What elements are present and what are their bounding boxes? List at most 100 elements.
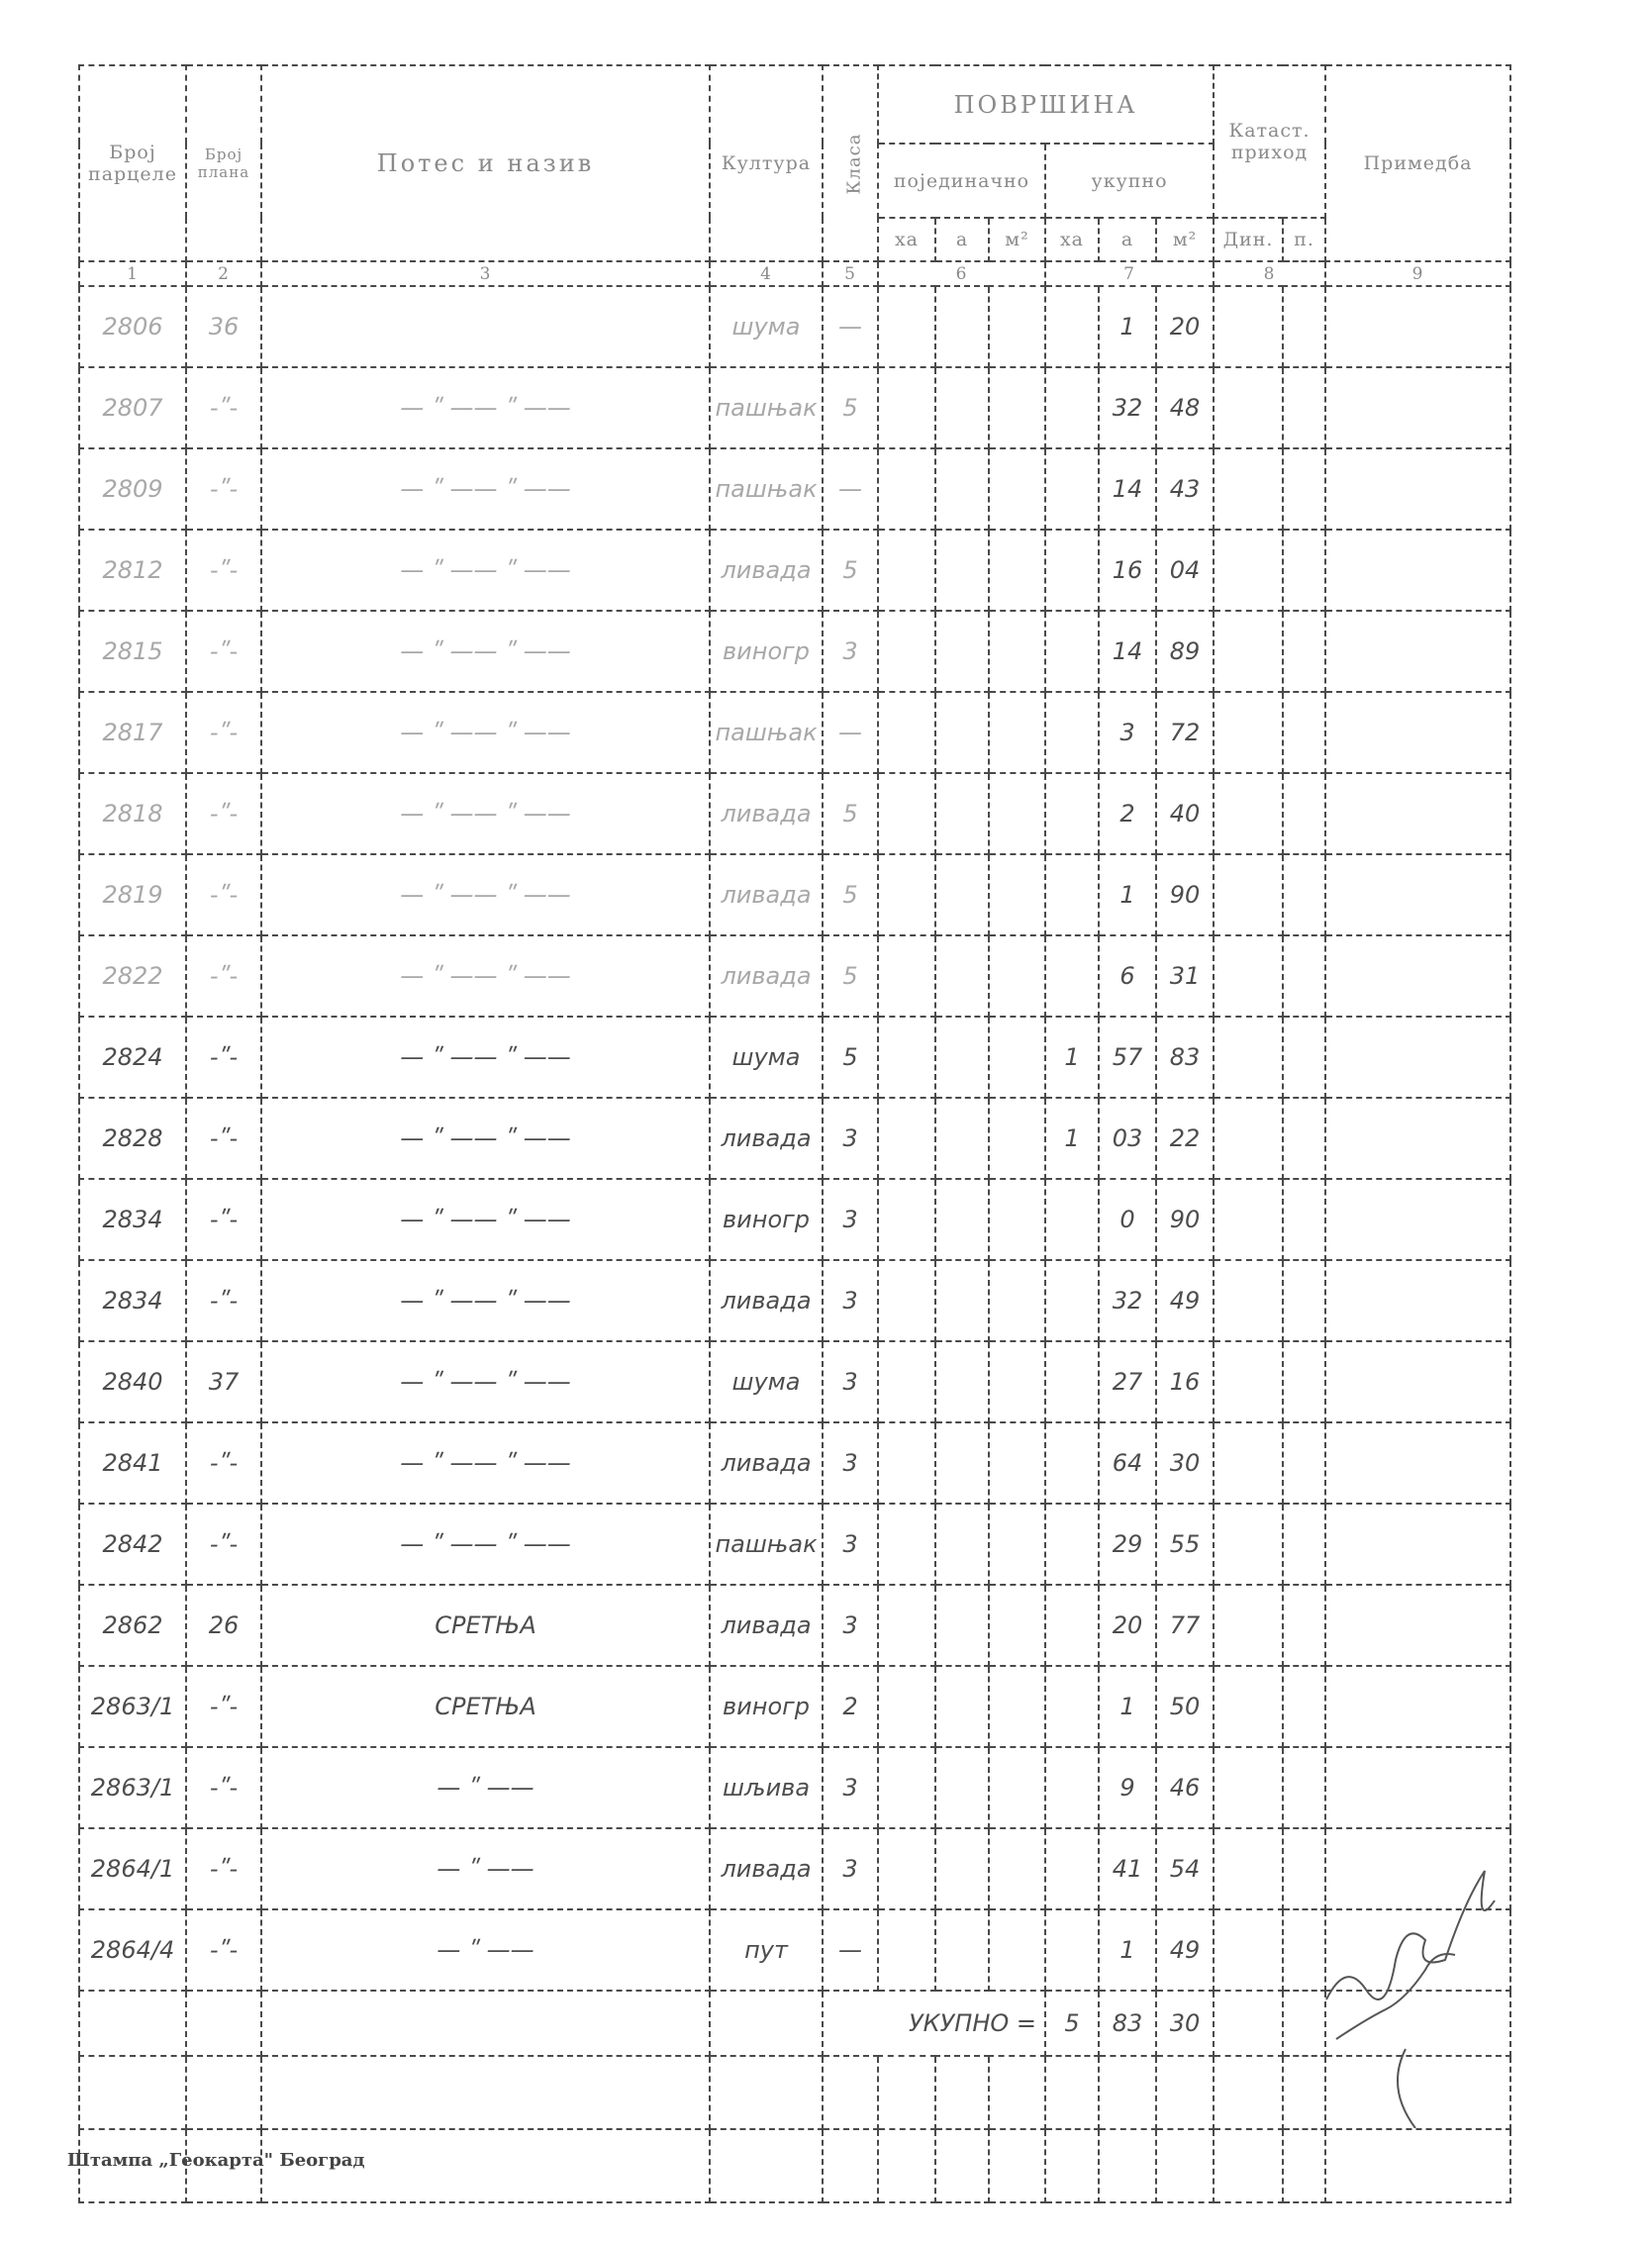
total-m2-cell: 50 <box>1154 1665 1215 1748</box>
income-p-cell <box>1282 691 1327 774</box>
empty-cell <box>1324 1990 1512 2057</box>
income-p-cell <box>1282 1746 1327 1829</box>
total-m2-cell: 31 <box>1154 934 1215 1018</box>
note-cell <box>1324 1340 1512 1423</box>
total-m2-cell: 04 <box>1154 529 1215 612</box>
locality-cell: СРЕТЊА <box>260 1584 711 1667</box>
class-cell: — <box>822 447 879 531</box>
income-p-cell <box>1282 1827 1327 1910</box>
income-p-cell <box>1282 1016 1327 1099</box>
empty-cell <box>1324 2128 1512 2203</box>
income-din-cell <box>1213 1665 1285 1748</box>
empty-cell <box>709 2055 824 2130</box>
locality-cell <box>260 285 711 368</box>
header-tot-a: а <box>1098 217 1157 262</box>
class-cell: — <box>822 691 879 774</box>
total-ha-cell: 1 <box>1044 1016 1100 1099</box>
header-individual: појединачно <box>877 143 1046 219</box>
total-m2-cell: 43 <box>1154 447 1215 531</box>
culture-cell: ливада <box>709 1097 824 1180</box>
column-number: 8 <box>1213 260 1327 287</box>
individual-area-cell <box>988 1178 1046 1261</box>
class-cell: 5 <box>822 1016 879 1099</box>
income-p-cell <box>1282 285 1327 368</box>
parcel-number-cell: 2828 <box>78 1097 187 1180</box>
empty-cell <box>877 2055 936 2130</box>
parcel-number-cell: 2806 <box>78 285 187 368</box>
total-m2-cell: 49 <box>1154 1908 1215 1992</box>
header-ind-ha: ха <box>877 217 936 262</box>
note-cell <box>1324 1908 1512 1992</box>
table-row: 2834 -ʺ- — ʺ —— ʺ —— ливада 3 32 49 <box>78 1259 1512 1342</box>
parcel-number-cell: 2841 <box>78 1421 187 1505</box>
header-locality: Потес и назив <box>260 64 711 262</box>
income-p-cell <box>1282 1178 1327 1261</box>
individual-area-cell <box>988 853 1046 936</box>
income-p-cell <box>1282 1259 1327 1342</box>
culture-cell: ливада <box>709 529 824 612</box>
culture-cell: пут <box>709 1908 824 1992</box>
table-row: 2817 -ʺ- — ʺ —— ʺ —— пашњак — 3 72 <box>78 691 1512 774</box>
individual-area-cell <box>877 1340 936 1423</box>
class-cell: 5 <box>822 772 879 855</box>
income-din-cell <box>1213 610 1285 693</box>
income-p-cell <box>1282 934 1327 1018</box>
parcel-number-cell: 2815 <box>78 610 187 693</box>
individual-area-cell <box>877 610 936 693</box>
total-a-cell: 32 <box>1098 366 1157 449</box>
column-number: 5 <box>822 260 879 287</box>
total-m2-cell: 20 <box>1154 285 1215 368</box>
header-tot-m2: м² <box>1154 217 1215 262</box>
total-ha-value: 5 <box>1044 1990 1100 2057</box>
empty-cell <box>822 2128 879 2203</box>
individual-area-cell <box>877 1503 936 1586</box>
class-cell: 5 <box>822 529 879 612</box>
individual-area-cell <box>988 772 1046 855</box>
column-number: 7 <box>1043 260 1215 287</box>
header-class-label: Класа <box>843 133 865 195</box>
note-cell <box>1324 1584 1512 1667</box>
empty-cell <box>185 2128 262 2203</box>
plan-number-cell: -ʺ- <box>185 1259 262 1342</box>
plan-number-cell: -ʺ- <box>185 529 262 612</box>
plan-number-cell: -ʺ- <box>185 1503 262 1586</box>
culture-cell: ливада <box>709 1421 824 1505</box>
plan-number-cell: 36 <box>185 285 262 368</box>
individual-area-cell <box>988 610 1046 693</box>
individual-area-cell <box>988 1340 1046 1423</box>
note-cell <box>1324 934 1512 1018</box>
note-cell <box>1324 1016 1512 1099</box>
income-p-cell <box>1282 1503 1327 1586</box>
empty-cell <box>260 2128 711 2203</box>
income-din-cell <box>1213 1584 1285 1667</box>
total-a-cell: 14 <box>1098 610 1157 693</box>
empty-cell <box>260 1990 711 2057</box>
parcel-number-cell: 2834 <box>78 1259 187 1342</box>
header-culture: Култура <box>709 64 824 262</box>
income-p-cell <box>1282 529 1327 612</box>
class-cell: 3 <box>822 1827 879 1910</box>
table-row: 2842 -ʺ- — ʺ —— ʺ —— пашњак 3 29 55 <box>78 1503 1512 1586</box>
parcel-number-cell: 2824 <box>78 1016 187 1099</box>
plan-number-cell: -ʺ- <box>185 447 262 531</box>
empty-cell <box>1098 2128 1157 2203</box>
total-a-cell: 57 <box>1098 1016 1157 1099</box>
individual-area-cell <box>877 366 936 449</box>
individual-area-cell <box>988 447 1046 531</box>
parcel-number-cell: 2840 <box>78 1340 187 1423</box>
locality-cell: — ʺ —— <box>260 1908 711 1992</box>
total-a-cell: 9 <box>1098 1746 1157 1829</box>
total-a-cell: 41 <box>1098 1827 1157 1910</box>
income-p-cell <box>1282 1665 1327 1748</box>
individual-area-cell <box>934 934 990 1018</box>
table-row: 2812 -ʺ- — ʺ —— ʺ —— ливада 5 16 04 <box>78 529 1512 612</box>
individual-area-cell <box>988 1746 1046 1829</box>
income-p-cell <box>1282 447 1327 531</box>
empty-cell <box>1154 2128 1215 2203</box>
empty-cell <box>1282 2128 1327 2203</box>
individual-area-cell <box>988 1259 1046 1342</box>
individual-area-cell <box>934 1016 990 1099</box>
total-m2-cell: 72 <box>1154 691 1215 774</box>
individual-area-cell <box>934 1665 990 1748</box>
header-note: Примедба <box>1324 64 1512 262</box>
